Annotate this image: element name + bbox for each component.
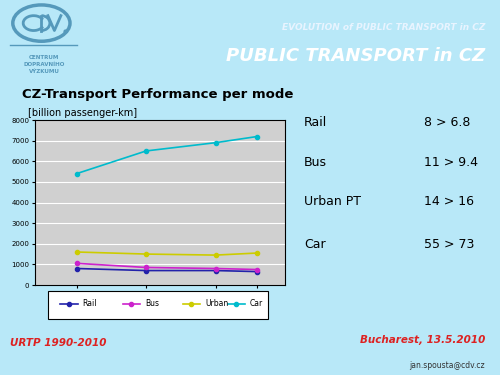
FancyBboxPatch shape xyxy=(48,291,268,319)
Bus xyxy=(143,265,149,270)
Urban xyxy=(143,252,149,257)
Text: jan.spousta@cdv.cz: jan.spousta@cdv.cz xyxy=(410,361,485,370)
Text: EVOLUTION of PUBLIC TRANSPORT in CZ: EVOLUTION of PUBLIC TRANSPORT in CZ xyxy=(282,23,485,32)
Text: 14 > 16: 14 > 16 xyxy=(424,195,474,208)
Rail xyxy=(212,268,218,273)
Rail xyxy=(74,266,80,271)
Rail xyxy=(254,269,260,274)
Text: PUBLIC TRANSPORT in CZ: PUBLIC TRANSPORT in CZ xyxy=(226,47,485,65)
Urban xyxy=(212,253,218,257)
Text: Bucharest, 13.5.2010: Bucharest, 13.5.2010 xyxy=(360,335,485,345)
Urban xyxy=(254,251,260,255)
Bus xyxy=(74,261,80,266)
Text: Bus: Bus xyxy=(304,156,327,168)
Text: Urban PT: Urban PT xyxy=(304,195,361,208)
Text: [billion passenger-km]: [billion passenger-km] xyxy=(28,108,137,118)
Car xyxy=(254,134,260,139)
Car xyxy=(74,171,80,176)
Rail xyxy=(143,268,149,273)
Text: Urban: Urban xyxy=(205,299,229,308)
Line: Rail: Rail xyxy=(74,266,260,274)
Text: Car: Car xyxy=(250,299,264,308)
Text: Rail: Rail xyxy=(304,116,327,129)
Bus xyxy=(254,267,260,272)
Text: Bus: Bus xyxy=(145,299,159,308)
Text: URTP 1990-2010: URTP 1990-2010 xyxy=(10,338,106,348)
Text: CENTRUM
DOPRAVNÍHO
VÝZKUMU: CENTRUM DOPRAVNÍHO VÝZKUMU xyxy=(24,55,64,74)
Text: 55 > 73: 55 > 73 xyxy=(424,238,474,251)
Text: Rail: Rail xyxy=(82,299,97,308)
Car xyxy=(212,141,218,145)
Car xyxy=(143,149,149,153)
Line: Car: Car xyxy=(74,134,260,176)
Line: Urban: Urban xyxy=(74,250,260,257)
Text: 8 > 6.8: 8 > 6.8 xyxy=(424,116,470,129)
Line: Bus: Bus xyxy=(74,261,260,272)
Urban xyxy=(74,250,80,254)
Text: CZ-Transport Performance per mode: CZ-Transport Performance per mode xyxy=(22,88,293,101)
Text: 11 > 9.4: 11 > 9.4 xyxy=(424,156,478,168)
Text: Car: Car xyxy=(304,238,326,251)
Bus xyxy=(212,266,218,271)
